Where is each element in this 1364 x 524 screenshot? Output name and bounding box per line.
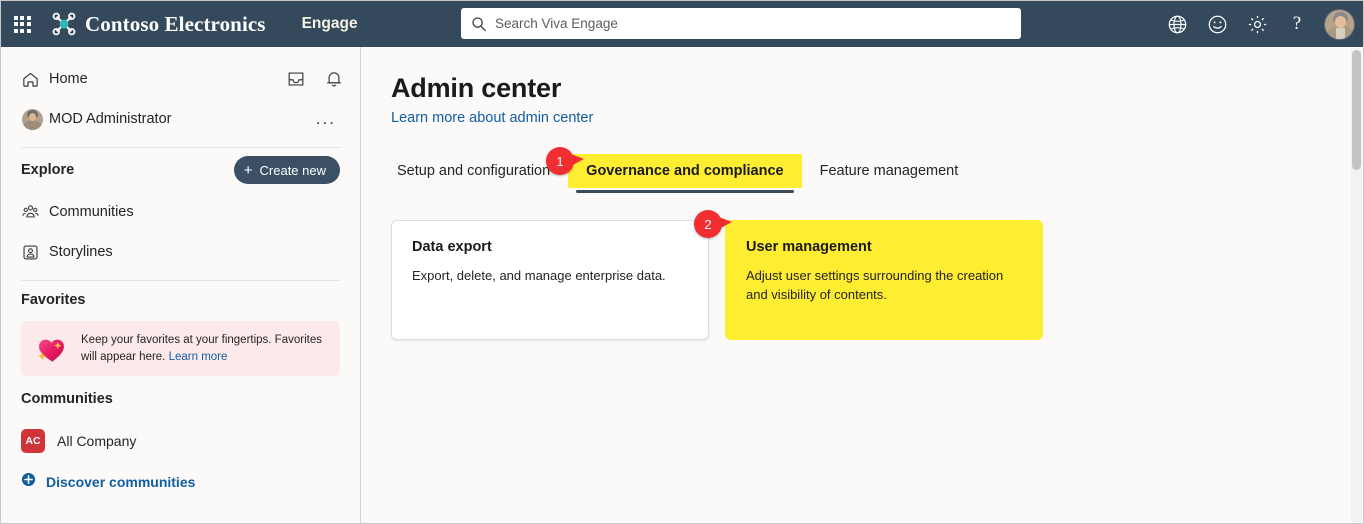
- gear-icon[interactable]: [1240, 7, 1274, 41]
- inbox-icon[interactable]: [286, 69, 306, 89]
- home-icon: [21, 70, 49, 89]
- brand-logo-area[interactable]: Contoso Electronics: [51, 11, 266, 37]
- user-mini-avatar: [21, 108, 49, 130]
- sidebar-item-home[interactable]: Home: [13, 59, 348, 99]
- search-input[interactable]: [495, 16, 1011, 31]
- globe-icon[interactable]: [1160, 7, 1194, 41]
- smiley-icon[interactable]: [1200, 7, 1234, 41]
- main-content: Admin center Learn more about admin cent…: [361, 47, 1363, 523]
- waffle-grid: [13, 15, 31, 33]
- tab-feature-management[interactable]: Feature management: [819, 163, 959, 179]
- app-launcher-waffle-icon[interactable]: [1, 1, 43, 47]
- sidebar-home-label: Home: [49, 71, 88, 87]
- admin-tabs: Setup and configuration Governance and c…: [391, 154, 1363, 193]
- contoso-logo-icon: [52, 12, 76, 36]
- circle-plus-icon: [21, 472, 36, 492]
- create-new-button[interactable]: + Create new: [233, 156, 340, 184]
- left-sidebar: Home: [1, 47, 361, 523]
- top-navigation-bar: Contoso Electronics Engage: [1, 1, 1363, 47]
- discover-communities-label: Discover communities: [46, 474, 196, 491]
- user-more-options-icon[interactable]: ...: [315, 109, 336, 128]
- sidebar-storylines-label: Storylines: [49, 244, 113, 260]
- community-item-all-company[interactable]: AC All Company: [13, 422, 348, 460]
- page-scrollbar[interactable]: [1351, 48, 1362, 522]
- favorites-message: Keep your favorites at your fingertips. …: [81, 332, 328, 365]
- card-description: Adjust user settings surrounding the cre…: [746, 268, 1004, 302]
- explore-title: Explore: [21, 162, 75, 178]
- communities-section-header: Communities: [13, 376, 348, 422]
- favorites-title: Favorites: [21, 292, 86, 308]
- brand-name: Contoso Electronics: [85, 11, 266, 36]
- bell-icon[interactable]: [324, 69, 344, 89]
- page-title: Admin center: [391, 73, 562, 103]
- sparkle-heart-icon: [33, 332, 69, 364]
- people-community-icon: [21, 203, 49, 222]
- home-row-actions: [286, 59, 344, 99]
- tab-governance-and-compliance[interactable]: Governance and compliance: [568, 154, 802, 193]
- sidebar-user-label: MOD Administrator: [49, 111, 172, 127]
- sidebar-communities-label: Communities: [49, 204, 134, 220]
- sidebar-divider-1: [21, 147, 340, 148]
- search-icon: [472, 16, 486, 31]
- tab-setup-and-configuration[interactable]: Setup and configuration: [397, 163, 551, 179]
- discover-communities-link[interactable]: Discover communities: [13, 462, 348, 502]
- nav-engage[interactable]: Engage: [301, 15, 358, 32]
- sidebar-item-communities[interactable]: Communities: [13, 192, 348, 232]
- card-user-management[interactable]: User management Adjust user settings sur…: [725, 220, 1043, 340]
- communities-title: Communities: [21, 391, 113, 408]
- sidebar-divider-2: [21, 280, 340, 281]
- sidebar-item-storylines[interactable]: Storylines: [13, 232, 348, 272]
- search-box[interactable]: [461, 8, 1021, 39]
- card-title: Data export: [412, 239, 492, 255]
- explore-section-header: Explore + Create new: [13, 148, 348, 192]
- community-avatar: AC: [21, 429, 45, 454]
- storyline-person-icon: [21, 243, 49, 262]
- community-label: All Company: [57, 433, 137, 450]
- favorites-empty-card: Keep your favorites at your fingertips. …: [21, 321, 340, 377]
- sidebar-item-user[interactable]: MOD Administrator ...: [13, 99, 348, 139]
- user-avatar[interactable]: [1324, 8, 1355, 40]
- plus-icon: +: [243, 161, 253, 179]
- topbar-actions: ?: [1160, 1, 1355, 47]
- page-body: Home: [1, 47, 1363, 523]
- admin-cards: Data export Export, delete, and manage e…: [391, 220, 1363, 340]
- favorites-learn-more-link[interactable]: Learn more: [168, 350, 228, 363]
- card-description: Export, delete, and manage enterprise da…: [412, 268, 666, 283]
- learn-more-link[interactable]: Learn more about admin center: [391, 110, 594, 126]
- help-question-mark: ?: [1292, 13, 1302, 34]
- favorites-message-text: Keep your favorites at your fingertips. …: [81, 334, 322, 363]
- create-new-label: Create new: [259, 162, 326, 178]
- scrollbar-thumb[interactable]: [1352, 50, 1361, 170]
- help-icon[interactable]: ?: [1280, 7, 1314, 41]
- card-data-export[interactable]: Data export Export, delete, and manage e…: [391, 220, 709, 340]
- favorites-section-header: Favorites: [13, 281, 348, 319]
- card-title: User management: [746, 239, 872, 255]
